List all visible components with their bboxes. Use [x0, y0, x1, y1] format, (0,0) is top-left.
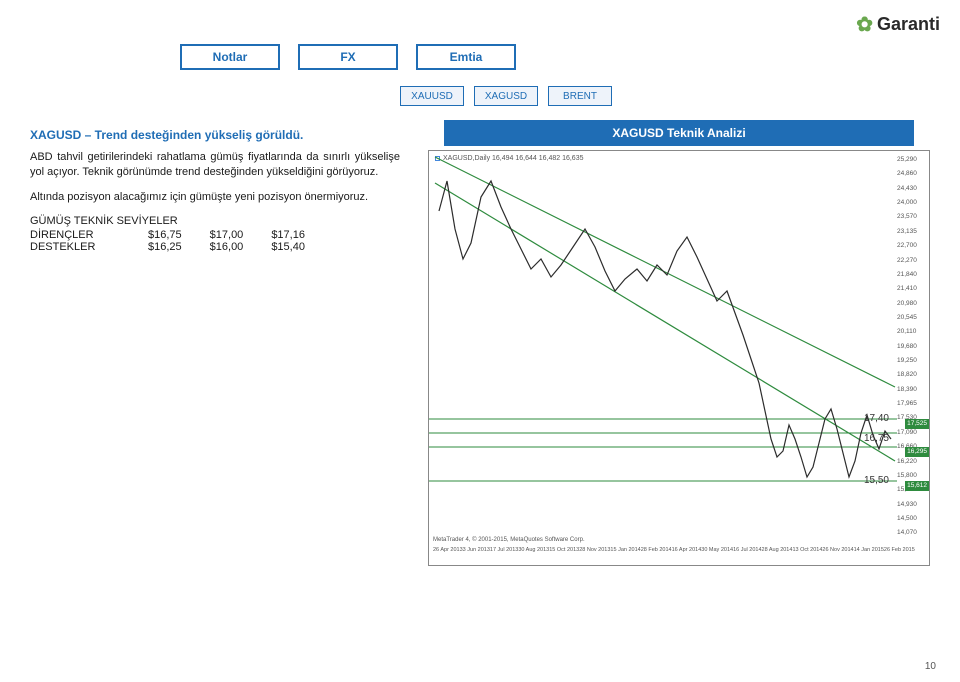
y-tick: 24,860: [897, 171, 927, 178]
chart-footer: MetaTrader 4, © 2001-2015, MetaQuotes So…: [433, 537, 585, 543]
support-value: $16,25: [148, 241, 182, 253]
x-tick: 3 Jun 2013: [463, 547, 490, 553]
price-badge: 16,295: [905, 447, 929, 457]
x-tick: 14 Jan 2015: [854, 547, 884, 553]
x-tick: 30 May 2014: [701, 547, 733, 553]
y-tick: 19,680: [897, 344, 927, 351]
x-tick: 26 Feb 2015: [884, 547, 915, 553]
x-tick: 28 Aug 2014: [762, 547, 793, 553]
x-tick: 30 Aug 2013: [518, 547, 549, 553]
y-tick: 21,410: [897, 286, 927, 293]
y-tick: 17,965: [897, 401, 927, 408]
resistance-label: DİRENÇLER: [30, 229, 120, 241]
y-tick: 14,500: [897, 516, 927, 523]
x-tick: 28 Feb 2014: [641, 547, 672, 553]
y-tick: 23,135: [897, 229, 927, 236]
y-tick: 18,390: [897, 387, 927, 394]
price-badge: 17,525: [905, 419, 929, 429]
y-tick: 20,980: [897, 301, 927, 308]
x-tick: 16 Jul 2014: [733, 547, 761, 553]
chart-annotation: 17,40: [864, 413, 889, 424]
x-axis: 26 Apr 20133 Jun 201317 Jul 201330 Aug 2…: [433, 547, 897, 553]
support-value: $15,40: [271, 241, 305, 253]
y-tick: 16,220: [897, 459, 927, 466]
levels-title: GÜMÜŞ TEKNİK SEVİYELER: [30, 215, 400, 227]
y-tick: 20,545: [897, 315, 927, 322]
y-tick: 18,820: [897, 372, 927, 379]
analysis-paragraph-2: Altında pozisyon alacağımız için gümüşte…: [30, 190, 400, 205]
chart-annotation: 15,50: [864, 475, 889, 486]
chart-box: XAGUSD,Daily 16,494 16,644 16,482 16,635…: [428, 150, 930, 566]
x-tick: 17 Jul 2013: [490, 547, 518, 553]
analysis-paragraph-1: ABD tahvil getirilerindeki rahatlama güm…: [30, 150, 400, 180]
y-tick: 17,090: [897, 430, 927, 437]
resistance-value: $17,00: [210, 229, 244, 241]
y-tick: 24,000: [897, 200, 927, 207]
y-tick: 14,070: [897, 530, 927, 537]
y-tick: 15,800: [897, 473, 927, 480]
logo-text: Garanti: [877, 14, 940, 35]
y-tick: 23,570: [897, 214, 927, 221]
y-tick: 19,250: [897, 358, 927, 365]
resistance-value: $16,75: [148, 229, 182, 241]
y-tick: 25,290: [897, 157, 927, 164]
clover-icon: ✿: [856, 12, 873, 37]
support-label: DESTEKLER: [30, 241, 120, 253]
page-number: 10: [925, 661, 936, 672]
x-tick: 15 Jan 2014: [610, 547, 640, 553]
support-row: DESTEKLER $16,25 $16,00 $15,40: [30, 241, 400, 253]
x-tick: 13 Oct 2014: [792, 547, 822, 553]
chart-title: XAGUSD Teknik Analizi: [444, 120, 914, 146]
y-tick: 22,700: [897, 243, 927, 250]
y-tick: 24,430: [897, 186, 927, 193]
subnav-xagusd[interactable]: XAGUSD: [474, 86, 538, 106]
chart-annotation: 16,75: [864, 433, 889, 444]
sub-nav: XAUUSD XAGUSD BRENT: [400, 86, 612, 106]
analysis-panel: XAGUSD – Trend desteğinden yükseliş görü…: [30, 128, 400, 253]
subnav-brent[interactable]: BRENT: [548, 86, 612, 106]
x-tick: 15 Oct 2013: [549, 547, 579, 553]
x-tick: 16 Apr 2014: [672, 547, 702, 553]
chart-panel: XAGUSD Teknik Analizi XAGUSD,Daily 16,49…: [428, 120, 930, 566]
price-badge: 15,612: [905, 481, 929, 491]
chart-svg: [429, 151, 897, 539]
y-tick: 20,110: [897, 329, 927, 336]
subnav-xauusd[interactable]: XAUUSD: [400, 86, 464, 106]
support-value: $16,00: [210, 241, 244, 253]
nav-item-fx[interactable]: FX: [298, 44, 398, 70]
nav-item-notlar[interactable]: Notlar: [180, 44, 280, 70]
y-tick: 14,930: [897, 502, 927, 509]
y-axis: 25,290 24,860 24,430 24,000 23,570 23,135 22,7…: [897, 157, 927, 537]
x-tick: 28 Nov 2013: [579, 547, 610, 553]
nav-item-emtia[interactable]: Emtia: [416, 44, 516, 70]
y-tick: 21,840: [897, 272, 927, 279]
analysis-title: XAGUSD – Trend desteğinden yükseliş görü…: [30, 128, 400, 142]
brand-logo: ✿ Garanti: [856, 12, 940, 37]
x-tick: 26 Apr 2013: [433, 547, 463, 553]
top-nav: Notlar FX Emtia: [180, 44, 516, 70]
x-tick: 26 Nov 2014: [822, 547, 853, 553]
resistance-value: $17,16: [271, 229, 305, 241]
y-tick: 22,270: [897, 258, 927, 265]
resistance-row: DİRENÇLER $16,75 $17,00 $17,16: [30, 229, 400, 241]
